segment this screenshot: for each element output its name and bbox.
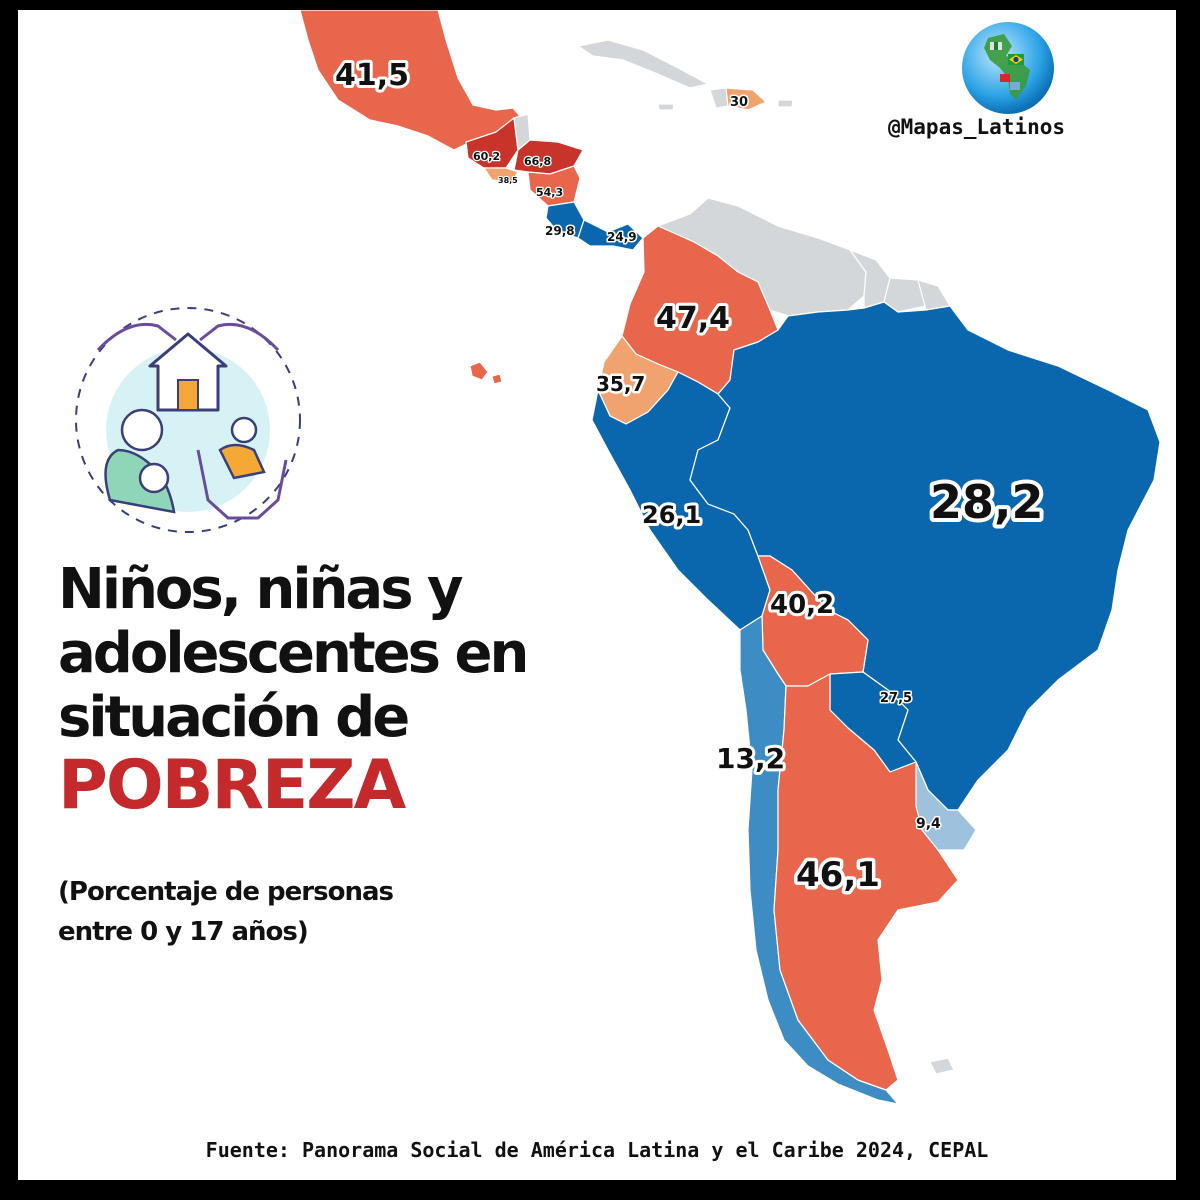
value-label-ecuador: 35,7 <box>596 372 645 396</box>
value-label-dominican-republic: 30 <box>730 95 748 110</box>
country-brazil <box>689 301 1161 811</box>
brand-handle: @Mapas_Latinos <box>888 115 1066 139</box>
country-cuba <box>577 39 709 89</box>
value-label-el-salvador: 38,5 <box>498 176 518 185</box>
country-galapagos-2 <box>491 373 503 385</box>
value-label-mexico: 41,5 <box>335 58 409 93</box>
page-title: Niños, niñas y adolescentes en situación… <box>58 558 698 822</box>
value-label-colombia: 47,4 <box>656 301 730 336</box>
value-label-brazil: 28,2 <box>930 475 1044 529</box>
country-argentina <box>773 673 959 1091</box>
title-line-3: situación de <box>58 685 410 750</box>
country-dominican-republic <box>725 87 767 111</box>
subtitle-line-1: (Porcentaje de personas <box>58 877 394 907</box>
country-el-salvador <box>483 167 519 183</box>
value-label-nicaragua: 54,3 <box>536 186 563 199</box>
value-label-argentina: 46,1 <box>796 855 880 895</box>
subtitle: (Porcentaje de personas entre 0 y 17 año… <box>58 872 478 952</box>
value-label-guatemala: 60,2 <box>473 150 500 163</box>
child-protection-icon <box>75 307 301 533</box>
value-label-peru: 26,1 <box>642 501 701 529</box>
latin-america-map: 41,5 30 60,2 66,8 38,5 54,3 29,8 24,9 47… <box>299 10 1161 1105</box>
source-note: Fuente: Panorama Social de América Latin… <box>205 1138 989 1162</box>
title-highlight: POBREZA <box>58 746 406 825</box>
globe-icon <box>962 22 1054 114</box>
map-canvas: 41,5 30 60,2 66,8 38,5 54,3 29,8 24,9 47… <box>18 10 1176 1180</box>
country-uruguay <box>915 761 977 851</box>
title-line-1: Niños, niñas y <box>58 557 464 622</box>
value-label-honduras: 66,8 <box>524 155 551 168</box>
country-suriname <box>883 277 927 313</box>
value-label-bolivia: 40,2 <box>770 590 834 620</box>
value-label-uruguay: 9,4 <box>916 816 941 832</box>
country-haiti <box>709 87 729 109</box>
country-mexico <box>299 10 524 151</box>
country-nicaragua <box>527 165 581 207</box>
country-jamaica <box>657 103 675 111</box>
value-label-panama: 24,9 <box>607 230 637 244</box>
title-line-2: adolescentes en <box>58 621 529 686</box>
country-puerto-rico <box>777 99 794 108</box>
value-label-paraguay: 27,5 <box>880 691 912 706</box>
country-guatemala <box>465 117 519 169</box>
value-label-costa-rica: 29,8 <box>545 224 575 238</box>
value-label-chile: 13,2 <box>716 742 785 775</box>
country-galapagos <box>469 361 489 381</box>
subtitle-line-2: entre 0 y 17 años) <box>58 917 309 947</box>
country-falklands <box>929 1057 955 1075</box>
